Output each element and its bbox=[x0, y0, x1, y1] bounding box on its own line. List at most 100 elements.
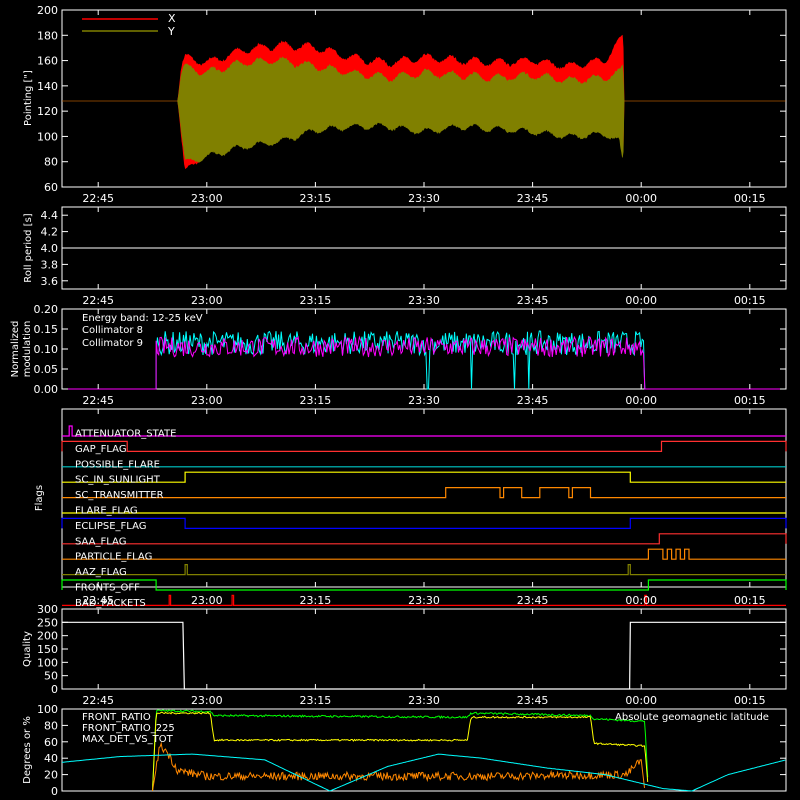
flag-line-particle-flag bbox=[62, 548, 786, 560]
flag-line-sc-transmitter bbox=[62, 487, 786, 499]
flag-line-gap-flag bbox=[61, 440, 787, 452]
quality-plot bbox=[62, 621, 786, 690]
y-tick-label: 0 bbox=[51, 683, 58, 696]
y-tick-label: 40 bbox=[44, 752, 58, 765]
pointing-legend: X Y bbox=[82, 12, 176, 38]
flags-ylabel: Flags bbox=[34, 485, 45, 511]
y-tick-label: 0 bbox=[51, 785, 58, 798]
y-tick-label: 100 bbox=[37, 703, 58, 716]
x-tick-label: 23:00 bbox=[191, 192, 223, 205]
x-tick-label: 23:15 bbox=[300, 594, 332, 607]
modulation-collimator-9 bbox=[62, 335, 786, 390]
flags-panel: ATTENUATOR_STATE GAP_FLAG POSSIBLE_FLARE SC… bbox=[34, 408, 787, 609]
y-tick-label: 160 bbox=[37, 55, 58, 68]
legend-front-ratio: FRONT_RATIO bbox=[82, 712, 151, 723]
x-tick-label: 00:00 bbox=[625, 394, 657, 407]
y-tick-label: 180 bbox=[37, 29, 58, 42]
modulation-ylabel-line1: Normalized bbox=[10, 321, 21, 378]
x-tick-label: 22:45 bbox=[82, 192, 114, 205]
flag-line-fronts-off bbox=[61, 579, 787, 591]
geomag-annotation: Absolute geomagnetic latitude bbox=[615, 712, 769, 723]
legend-collimator9: Collimator 9 bbox=[82, 338, 143, 349]
flag-label-eclipse-flag: ECLIPSE_FLAG bbox=[75, 521, 146, 532]
flag-label-sc-transmitter: SC_TRANSMITTER bbox=[75, 490, 164, 501]
flag-label-saa-flag: SAA_FLAG bbox=[75, 536, 126, 547]
pointing-plot bbox=[62, 34, 786, 170]
x-tick-label: 00:15 bbox=[734, 594, 766, 607]
y-tick-label: 80 bbox=[44, 719, 58, 732]
modulation-xticks: 22:45 23:00 23:15 23:30 23:45 00:00 00:15 bbox=[82, 309, 766, 407]
x-tick-label: 22:45 bbox=[82, 594, 114, 607]
modulation-annotation: Energy band: 12-25 keV bbox=[82, 313, 203, 324]
quality-line bbox=[62, 621, 786, 690]
y-tick-label: 50 bbox=[44, 670, 58, 683]
flag-line-attenuator-state bbox=[62, 425, 786, 437]
modulation-panel: 0.00 0.05 0.10 0.15 0.20 22:45 23:00 23:15 23:3… bbox=[10, 303, 787, 407]
x-tick-label: 23:45 bbox=[517, 694, 549, 707]
y-tick-label: 150 bbox=[37, 643, 58, 656]
x-tick-label: 00:15 bbox=[734, 394, 766, 407]
x-tick-label: 22:45 bbox=[82, 294, 114, 307]
x-tick-label: 23:45 bbox=[517, 192, 549, 205]
legend-max-det: MAX_DET_VS_TOT bbox=[82, 734, 174, 745]
x-tick-label: 23:15 bbox=[300, 694, 332, 707]
flags-plot: ATTENUATOR_STATE GAP_FLAG POSSIBLE_FLARE SC… bbox=[61, 425, 787, 609]
y-tick-label: 140 bbox=[37, 80, 58, 93]
flag-label-attenuator-state: ATTENUATOR_STATE bbox=[75, 429, 176, 440]
x-tick-label: 23:45 bbox=[517, 594, 549, 607]
x-tick-label: 23:15 bbox=[300, 394, 332, 407]
ratio-panel: 0 20 40 60 80 100 Degrees or % FRONT_RATIO FR… bbox=[22, 703, 787, 798]
ratio-ylabel: Degrees or % bbox=[22, 716, 33, 784]
x-tick-label: 00:00 bbox=[625, 694, 657, 707]
x-tick-label: 22:45 bbox=[82, 694, 114, 707]
x-tick-label: 23:30 bbox=[408, 192, 440, 205]
x-tick-label: 23:45 bbox=[517, 294, 549, 307]
y-tick-label: 4.0 bbox=[41, 242, 59, 255]
modulation-plot bbox=[62, 330, 786, 390]
x-tick-label: 23:15 bbox=[300, 192, 332, 205]
x-tick-label: 23:15 bbox=[300, 294, 332, 307]
quality-ylabel: Quality bbox=[22, 631, 33, 667]
ratio-series-absolute-geomagnetic-latitude bbox=[61, 753, 786, 792]
x-tick-label: 23:30 bbox=[408, 294, 440, 307]
y-tick-label: 100 bbox=[37, 130, 58, 143]
y-tick-label: 4.4 bbox=[41, 209, 59, 222]
flag-line-bad-packets bbox=[62, 594, 786, 607]
modulation-ylabel-line2: modulation bbox=[22, 321, 33, 378]
pointing-yticks: 60 80 100 120 140 160 180 200 bbox=[37, 4, 786, 194]
x-tick-label: 23:00 bbox=[191, 294, 223, 307]
x-tick-label: 00:00 bbox=[625, 192, 657, 205]
x-tick-label: 23:00 bbox=[191, 594, 223, 607]
x-tick-label: 23:45 bbox=[517, 394, 549, 407]
x-tick-label: 22:45 bbox=[82, 394, 114, 407]
y-tick-label: 0.00 bbox=[34, 383, 59, 396]
y-tick-label: 300 bbox=[37, 603, 58, 616]
flag-label-sc-in-sunlight: SC_IN_SUNLIGHT bbox=[75, 475, 161, 486]
ratio-yticks: 0 20 40 60 80 100 bbox=[37, 703, 786, 798]
x-tick-label: 23:00 bbox=[191, 694, 223, 707]
flag-label-possible-flare: POSSIBLE_FLARE bbox=[75, 459, 160, 470]
x-tick-label: 23:00 bbox=[191, 394, 223, 407]
x-tick-label: 00:15 bbox=[734, 694, 766, 707]
roll-panel: 3.6 3.8 4.0 4.2 4.4 22:45 23:00 23:15 23:30 23:4… bbox=[23, 206, 787, 307]
y-tick-label: 120 bbox=[37, 105, 58, 118]
roll-yticks: 3.6 3.8 4.0 4.2 4.4 bbox=[41, 209, 786, 288]
flag-line-aaz-flag bbox=[62, 563, 786, 576]
y-tick-label: 0.10 bbox=[34, 343, 59, 356]
y-tick-label: 20 bbox=[44, 769, 58, 782]
flag-line-sc-in-sunlight bbox=[62, 471, 786, 483]
y-tick-label: 80 bbox=[44, 156, 58, 169]
legend-y-label: Y bbox=[167, 25, 175, 38]
x-tick-label: 23:30 bbox=[408, 694, 440, 707]
pointing-panel: 60 80 100 120 140 160 180 200 22:45 23:00 23:15 23… bbox=[23, 4, 787, 205]
pointing-ylabel: Pointing ["] bbox=[23, 70, 34, 126]
y-tick-label: 3.6 bbox=[41, 275, 59, 288]
flag-label-bad-packets: BAD_PACKETS bbox=[75, 598, 146, 609]
modulation-yticks: 0.00 0.05 0.10 0.15 0.20 bbox=[34, 303, 786, 396]
flag-line-saa-flag bbox=[62, 533, 787, 545]
y-tick-label: 60 bbox=[44, 736, 58, 749]
flag-label-fronts-off: FRONTS_OFF bbox=[75, 583, 140, 594]
legend-x-label: X bbox=[168, 12, 176, 25]
